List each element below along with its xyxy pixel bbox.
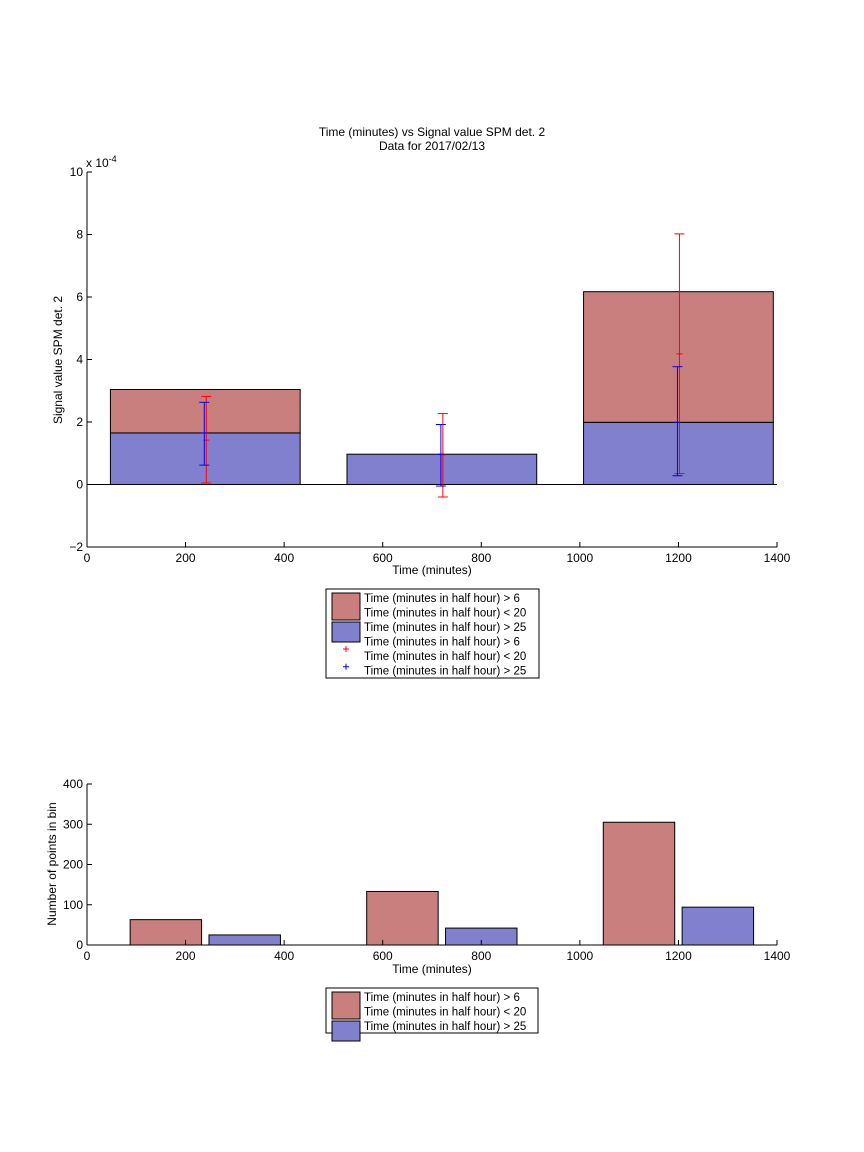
y-axis-exponent-base: x 10 xyxy=(86,156,109,170)
count-bar-red xyxy=(602,821,676,946)
bottom-x-tick-label: 1000 xyxy=(567,949,594,963)
legend-label: Time (minutes in half hour) > 25 xyxy=(364,1021,526,1033)
top-x-tick-label: 800 xyxy=(471,551,491,565)
count-bar-red xyxy=(366,890,439,946)
bottom-y-tick-label: 400 xyxy=(63,777,83,791)
bar-blue xyxy=(109,432,301,485)
bar-blue xyxy=(346,453,538,485)
legend-label: Time (minutes in half hour) > 25 xyxy=(364,666,526,678)
top-y-tick-label: −2 xyxy=(69,540,83,554)
count-chart: 0 200 400 600 800 1000 1200 1400 0 100 200 300 400 xyxy=(63,777,791,963)
bottom-x-tick-label: 600 xyxy=(373,949,393,963)
top-y-tick-label: 4 xyxy=(76,353,83,367)
top-x-tick-label: 200 xyxy=(176,551,196,565)
count-chart-legend: Time (minutes in half hour) > 6 Time (min… xyxy=(325,987,539,1042)
bottom-x-tick-label: 800 xyxy=(471,949,491,963)
bottom-x-tick-label: 0 xyxy=(84,949,91,963)
chart-subtitle: Data for 2017/02/13 xyxy=(379,139,485,153)
legend-label: Time (minutes in half hour) < 20 xyxy=(364,651,526,663)
bottom-x-tick-label: 200 xyxy=(176,949,196,963)
top-x-tick-label: 1000 xyxy=(567,551,594,565)
y-axis-exponent: x 10-4 xyxy=(86,154,117,170)
count-bar-red xyxy=(129,919,203,946)
legend-label: Time (minutes in half hour) > 6 xyxy=(364,593,520,605)
count-bar-blue xyxy=(681,906,755,946)
legend-frame xyxy=(325,588,540,679)
top-y-tick-label: 10 xyxy=(70,165,84,179)
chart-title: Time (minutes) vs Signal value SPM det. … xyxy=(319,125,546,139)
top-y-axis-label: Signal value SPM det. 2 xyxy=(51,296,65,424)
legend-label: Time (minutes in half hour) > 25 xyxy=(364,622,526,634)
legend-patch xyxy=(331,592,361,621)
bottom-y-axis-label: Number of points in bin xyxy=(45,802,59,925)
bottom-y-tick-label: 300 xyxy=(63,817,83,831)
bottom-y-tick-label: 200 xyxy=(63,858,83,872)
legend-patch xyxy=(331,1020,361,1042)
top-x-tick-label: 600 xyxy=(373,551,393,565)
bottom-y-tick-label: 100 xyxy=(63,898,83,912)
legend-frame xyxy=(325,987,539,1034)
bar-red xyxy=(583,291,774,423)
top-x-axis-label: Time (minutes) xyxy=(392,563,472,577)
legend-patch xyxy=(331,621,361,643)
top-y-tick-label: 6 xyxy=(76,290,83,304)
bottom-x-tick-label: 1400 xyxy=(764,949,791,963)
top-x-tick-label: 400 xyxy=(274,551,294,565)
legend-label: Time (minutes in half hour) > 6 xyxy=(364,992,520,1004)
y-axis-exponent-power: -4 xyxy=(109,154,117,164)
top-x-tick-label: 1400 xyxy=(764,551,791,565)
legend-label: Time (minutes in half hour) < 20 xyxy=(364,1007,526,1019)
bottom-y-tick-label: 0 xyxy=(76,938,83,952)
signal-chart-legend: Time (minutes in half hour) > 6 Time (min… xyxy=(325,588,540,679)
top-x-tick-label: 1200 xyxy=(665,551,692,565)
top-x-tick-label: 0 xyxy=(84,551,91,565)
bar-blue xyxy=(583,421,774,485)
bottom-x-tick-label: 400 xyxy=(274,949,294,963)
legend-label: Time (minutes in half hour) > 6 xyxy=(364,637,520,649)
bottom-x-axis-label: Time (minutes) xyxy=(392,962,472,976)
top-y-tick-label: 0 xyxy=(76,478,83,492)
top-y-tick-label: 8 xyxy=(76,228,83,242)
legend-patch xyxy=(331,991,361,1020)
count-bar-blue xyxy=(208,934,281,946)
top-y-tick-label: 2 xyxy=(76,415,83,429)
legend-label: Time (minutes in half hour) < 20 xyxy=(364,608,526,620)
bottom-x-tick-label: 1200 xyxy=(665,949,692,963)
